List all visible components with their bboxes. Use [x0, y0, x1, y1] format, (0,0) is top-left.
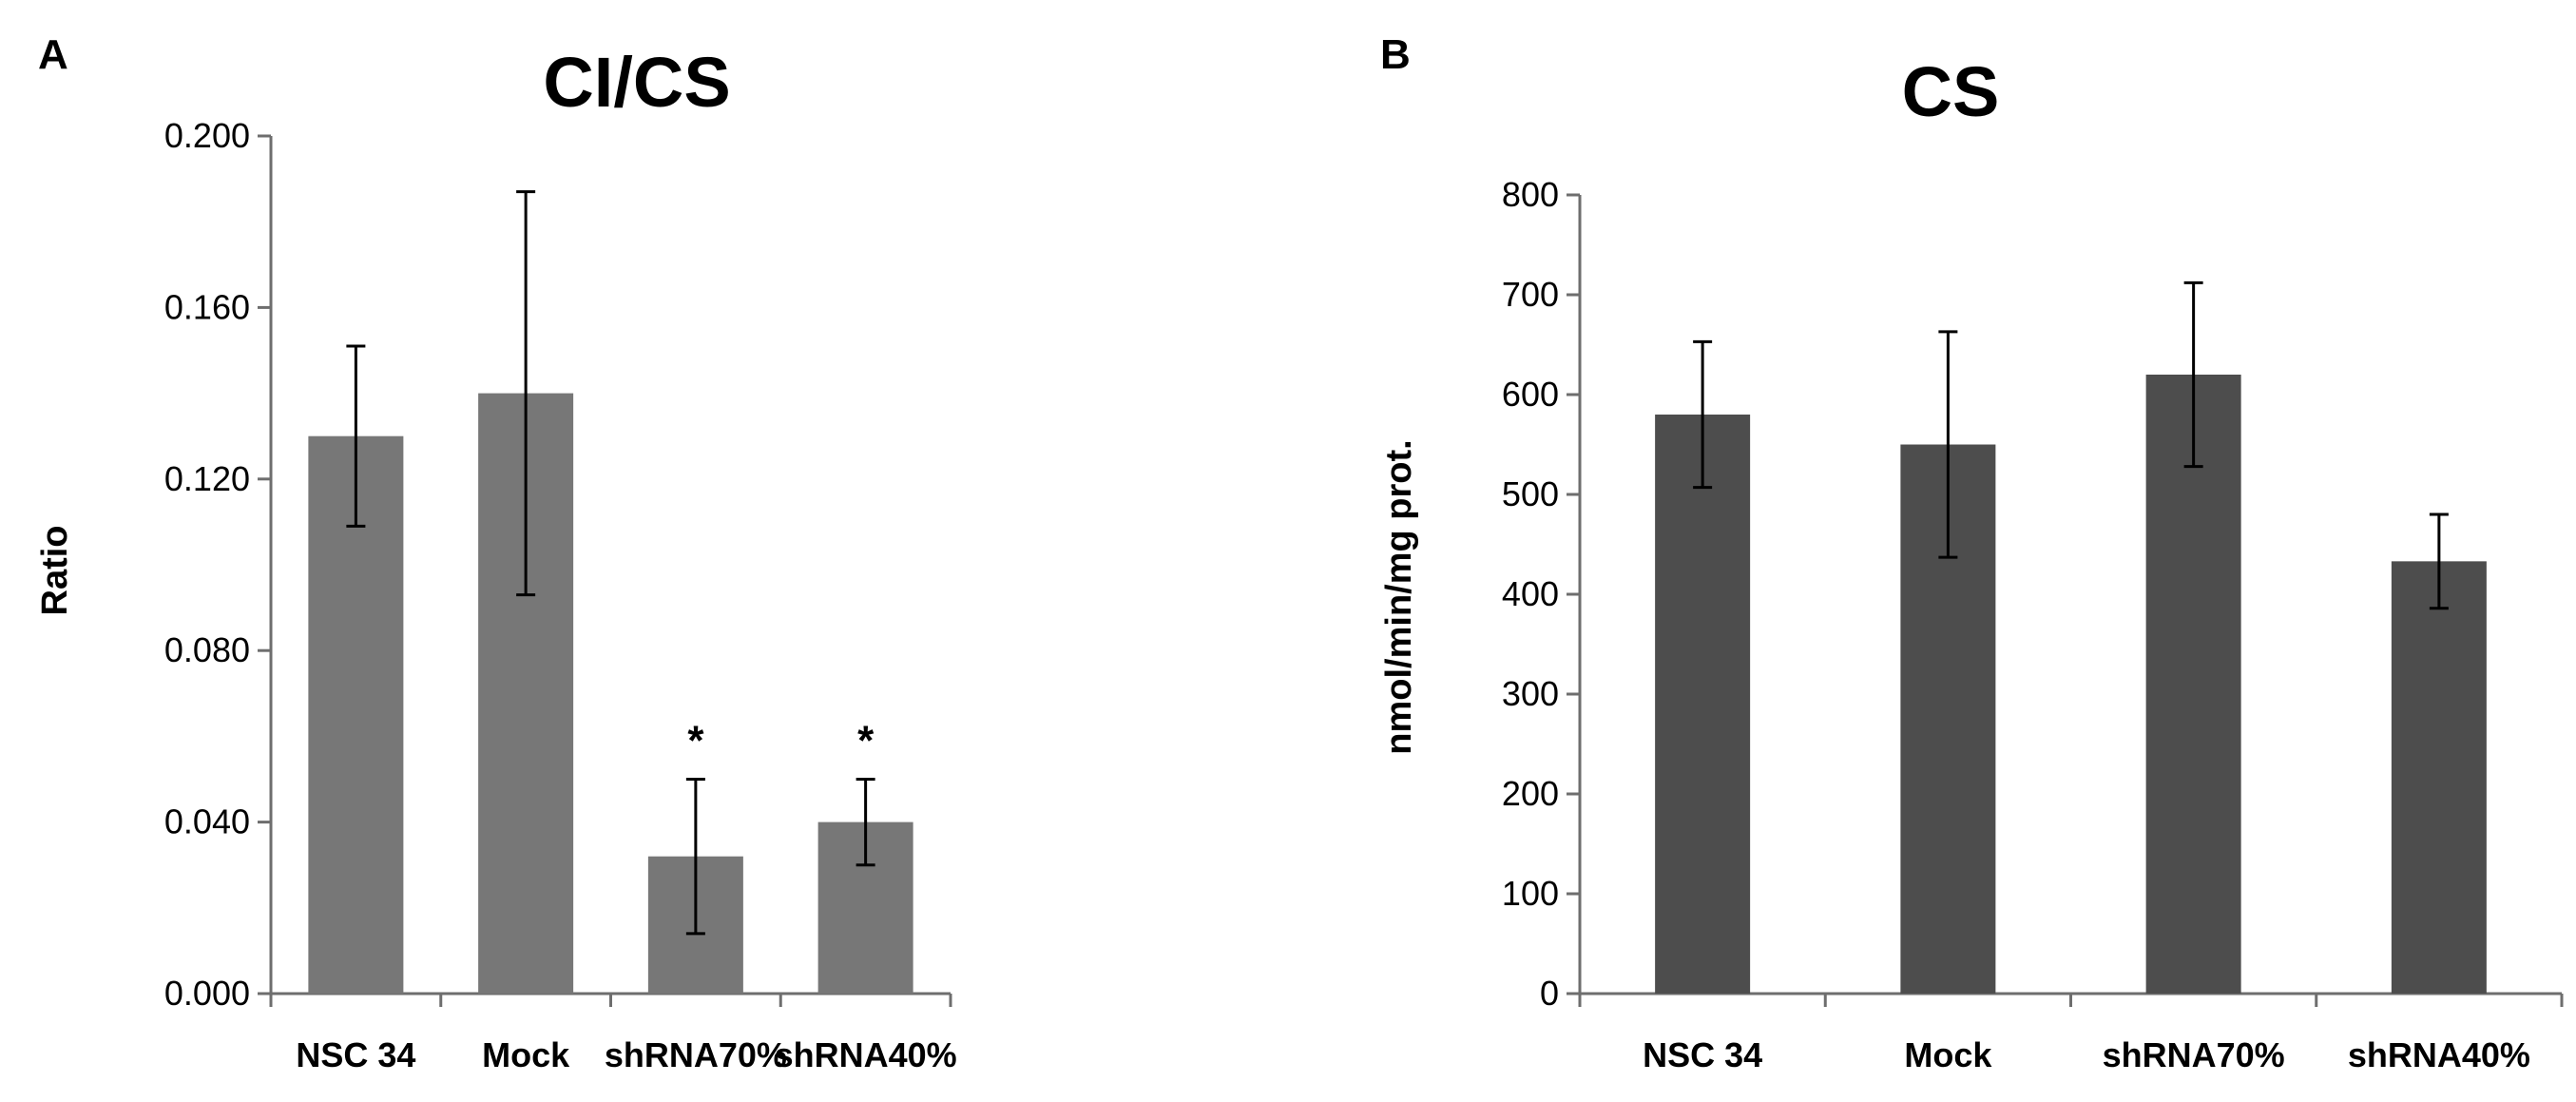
chart-a-significance-mark: *	[687, 718, 704, 764]
chart-a-y-tick-label: 0.120	[164, 459, 250, 498]
chart-a-y-tick-label: 0.200	[164, 116, 250, 155]
chart-b-y-tick-label: 100	[1502, 874, 1559, 913]
chart-a-title: CI/CS	[543, 43, 730, 122]
chart-b-y-tick-label: 800	[1502, 175, 1559, 214]
chart-panel-a: A CI/CS Ratio 0.000 0.040 0.080 0.120 0.160 0.20…	[35, 31, 957, 1074]
chart-b-x-tick-label: shRNA70%	[2103, 1035, 2285, 1074]
chart-a-y-tick-label: 0.000	[164, 974, 250, 1013]
chart-b-y-tick-label: 0	[1540, 974, 1559, 1013]
chart-b-y-tick-label: 500	[1502, 474, 1559, 513]
chart-b-y-tick-label: 200	[1502, 774, 1559, 813]
chart-a-bar	[308, 435, 404, 994]
chart-b-x-tick-label: Mock	[1904, 1035, 1992, 1074]
chart-b-bar	[2145, 375, 2241, 994]
chart-a-y-axis-label: Ratio	[35, 526, 75, 616]
chart-b-y-axis-label: nmol/min/mg prot.	[1379, 439, 1419, 754]
chart-b-y-tick-label: 600	[1502, 375, 1559, 414]
chart-b-y-tick-label: 400	[1502, 574, 1559, 613]
chart-b-panel-label: B	[1380, 31, 1411, 78]
chart-a-y-tick-label: 0.040	[164, 802, 250, 841]
chart-b-title: CS	[1902, 52, 2000, 131]
chart-b-y-tick-label: 300	[1502, 674, 1559, 713]
chart-b-x-tick-label: shRNA40%	[2348, 1035, 2530, 1074]
chart-panel-b: B CS nmol/min/mg prot. 0 100 200 300 400 500 600 7…	[1379, 31, 2564, 1074]
chart-a-x-tick-label: shRNA70%	[605, 1035, 787, 1074]
chart-a-panel-label: A	[38, 31, 68, 78]
chart-a-x-tick-label: Mock	[482, 1035, 570, 1074]
chart-a-significance-mark: *	[857, 718, 875, 764]
chart-a-y-tick-label: 0.080	[164, 630, 250, 669]
chart-b-bar	[1655, 415, 1751, 994]
chart-a-x-tick-label: shRNA40%	[775, 1035, 957, 1074]
chart-a-y-tick-label: 0.160	[164, 287, 250, 326]
chart-b-bar	[2391, 561, 2487, 994]
chart-b-x-tick-label: NSC 34	[1643, 1035, 1762, 1074]
chart-a-x-tick-label: NSC 34	[296, 1035, 415, 1074]
chart-b-y-tick-label: 700	[1502, 275, 1559, 314]
